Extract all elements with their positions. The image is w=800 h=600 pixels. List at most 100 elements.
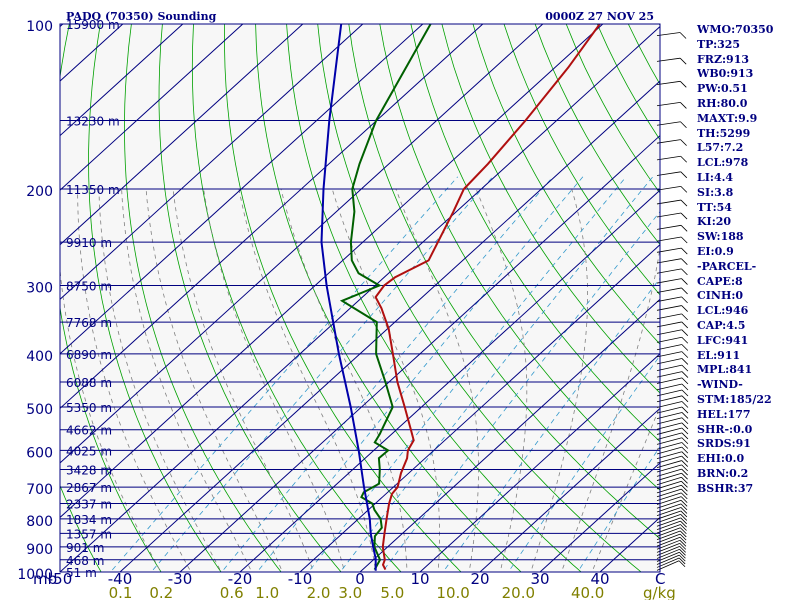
wind-barb-staff xyxy=(656,305,682,311)
temperature-tick-label: -20 xyxy=(228,570,253,588)
wind-barb-staff xyxy=(656,476,682,486)
mixing-ratio-label: 5.0 xyxy=(380,584,404,600)
wind-barb-staff xyxy=(656,383,683,391)
wind-barb-staff xyxy=(656,432,683,440)
wind-barb-flag xyxy=(680,139,687,146)
wind-barb-staff xyxy=(656,554,680,565)
pressure-tick-label: 900 xyxy=(26,542,53,558)
stability-index-item: PW:0.51 xyxy=(697,82,748,96)
stability-index-item: MPL:841 xyxy=(697,363,753,377)
wind-barb-flag xyxy=(681,401,689,408)
dry-adiabat-line xyxy=(124,24,282,572)
mixing-ratio-line xyxy=(339,176,654,572)
wind-barb-flag xyxy=(680,517,687,525)
temperature-profile-line xyxy=(374,24,601,571)
height-label: 6890 m xyxy=(66,348,112,362)
wind-barb-flag xyxy=(680,520,687,528)
wind-barb-flag xyxy=(679,551,686,559)
wind-barb-staff xyxy=(656,247,682,253)
wind-barb-flag xyxy=(681,488,688,496)
wind-barb-flag xyxy=(681,296,688,304)
wind-barbs xyxy=(656,32,689,571)
wind-barb-flag xyxy=(681,395,689,403)
wind-barb-flag xyxy=(679,554,686,562)
wind-barb-flag xyxy=(680,199,688,207)
dry-adiabat-line xyxy=(191,24,402,572)
stability-index-item: LCL:946 xyxy=(697,304,749,318)
wind-barb-staff xyxy=(656,499,682,509)
wind-barb-flag xyxy=(681,464,688,472)
wind-barb-staff xyxy=(656,496,682,505)
wind-barb-staff xyxy=(656,460,682,469)
stability-index-item: EHI:0.0 xyxy=(697,452,745,466)
adiabat-lines xyxy=(60,24,660,572)
mixing-ratio-label: 0.6 xyxy=(220,584,244,600)
wind-barb-staff xyxy=(656,268,682,274)
wind-barb-flag xyxy=(679,533,687,541)
height-label: 51 m xyxy=(66,566,97,580)
wind-barb-staff xyxy=(656,313,682,320)
wind-barb-flag xyxy=(681,417,689,425)
dry-adiabat-line xyxy=(255,24,522,572)
mixing-ratio-line xyxy=(150,176,493,572)
wind-barb-flag xyxy=(681,468,688,476)
stability-index-item: RH:80.0 xyxy=(697,96,748,110)
height-label: 4662 m xyxy=(66,424,112,438)
isotherm-line xyxy=(60,24,424,355)
wind-barb-flag xyxy=(681,406,689,414)
wind-barb-staff xyxy=(656,185,681,191)
wind-barb-staff xyxy=(656,406,683,414)
wind-barb-flag xyxy=(680,496,688,503)
wind-barb-flag xyxy=(680,102,687,109)
wind-barb-staff xyxy=(656,539,681,550)
wind-barb-staff xyxy=(656,484,682,494)
wind-barb-flag xyxy=(681,437,689,445)
height-label: 3428 m xyxy=(66,463,112,477)
isotherm-line xyxy=(60,24,184,137)
wind-barb-staff xyxy=(656,236,682,242)
pressure-tick-label: 200 xyxy=(26,184,53,200)
wind-barb-flag xyxy=(680,492,688,500)
moist-adiabat-line xyxy=(77,188,192,572)
isotherm-line xyxy=(60,24,544,464)
wind-barb-staff xyxy=(656,455,682,464)
wind-barb-staff xyxy=(656,520,681,531)
dry-adiabat-line xyxy=(88,24,222,572)
wind-barb-flag xyxy=(681,344,689,351)
wind-barb-flag xyxy=(679,530,687,538)
wind-barb-flag xyxy=(681,377,689,385)
isotherm-line xyxy=(60,24,304,246)
wind-barb-flag xyxy=(681,383,689,391)
pressure-tick-label: 500 xyxy=(26,402,53,418)
stability-index-item: SRDS:91 xyxy=(697,437,751,451)
wind-barb-staff xyxy=(656,212,682,218)
wind-barb-flag xyxy=(681,472,688,480)
height-label: 5350 m xyxy=(66,401,112,415)
wind-barb-flag xyxy=(681,313,688,321)
wind-barb-flag xyxy=(681,364,689,372)
isotherm-lines xyxy=(60,24,660,572)
wind-barb-staff xyxy=(656,533,681,544)
parcel-path-line xyxy=(320,24,377,571)
stability-index-item: LI:4.4 xyxy=(697,170,734,184)
stability-index-item: STM:185/22 xyxy=(697,392,772,406)
moist-adiabat-line xyxy=(98,188,222,572)
isotherm-line xyxy=(239,189,660,572)
pressure-tick-label: 600 xyxy=(26,445,53,461)
pressure-tick-label: 100 xyxy=(26,19,53,35)
mixing-ratio-line xyxy=(256,176,584,572)
wind-barb-staff xyxy=(656,336,682,343)
isotherm-line xyxy=(419,353,660,572)
chart-time: 0000Z 27 NOV 25 xyxy=(545,10,654,23)
wind-barb-flag xyxy=(679,549,686,556)
wind-barb-flag xyxy=(681,412,689,419)
dry-adiabat-line xyxy=(379,24,660,491)
wind-barb-staff xyxy=(656,102,681,107)
height-label: 2867 m xyxy=(66,481,112,495)
isotherm-line xyxy=(60,24,484,410)
wind-barb-staff xyxy=(656,510,682,520)
height-label: 8750 m xyxy=(66,279,112,293)
stability-index-item: HEL:177 xyxy=(697,407,751,421)
wind-barb-staff xyxy=(656,514,681,524)
temperature-tick-label: 30 xyxy=(530,570,549,588)
